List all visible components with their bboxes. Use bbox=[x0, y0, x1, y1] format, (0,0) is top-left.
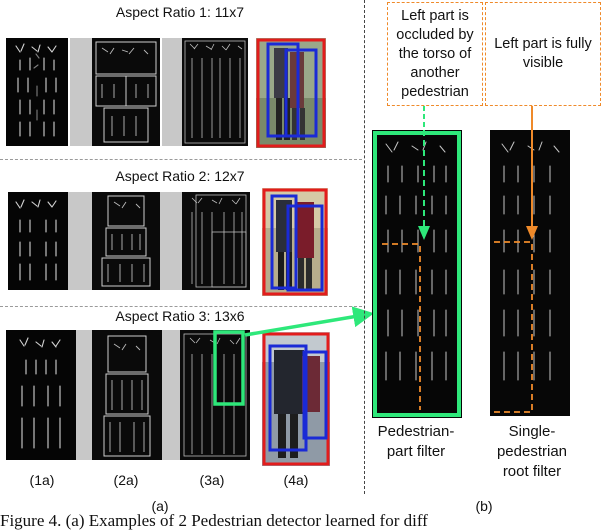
row3-gap-gray-a bbox=[76, 330, 92, 460]
panel-a-label: (a) bbox=[151, 498, 169, 514]
green-connector-arrow bbox=[244, 306, 375, 337]
note-right-connector bbox=[531, 106, 533, 226]
row3-hog-parts bbox=[92, 330, 162, 460]
single-pedestrian-root-filter bbox=[490, 130, 570, 416]
row2-hog-parts bbox=[92, 192, 160, 290]
row-divider-1 bbox=[0, 159, 362, 160]
row1-gap-gray-b bbox=[162, 38, 182, 146]
figure-caption: Figure 4. (a) Examples of 2 Pedestrian d… bbox=[0, 511, 428, 530]
row1-hog-root bbox=[6, 38, 68, 146]
row2-title: Aspect Ratio 2: 12x7 bbox=[115, 168, 245, 184]
row3-highlight-box bbox=[213, 330, 245, 406]
column-label-2a: (2a) bbox=[113, 472, 139, 488]
panel-b-label: (b) bbox=[475, 498, 493, 514]
row2-gap-gray-b bbox=[160, 192, 182, 290]
row1-hog-parts bbox=[92, 38, 160, 146]
row2-gap-gray-a bbox=[68, 192, 92, 290]
column-label-3a: (3a) bbox=[199, 472, 225, 488]
row3-gap-gray-b bbox=[162, 330, 180, 460]
row3-photo bbox=[262, 332, 330, 466]
note-left-occluded: Left part is occluded by the torso of an… bbox=[387, 2, 483, 106]
note-right-visible: Left part is fully visible bbox=[485, 2, 601, 106]
single-pedestrian-root-filter-caption: Single-pedestrian root filter bbox=[496, 423, 568, 480]
pedestrian-part-filter bbox=[372, 130, 462, 418]
row1-hog-fine bbox=[182, 38, 248, 146]
row3-title: Aspect Ratio 3: 13x6 bbox=[115, 308, 245, 324]
row2-hog-fine bbox=[182, 192, 250, 290]
row2-photo bbox=[262, 188, 328, 296]
row-divider-2 bbox=[0, 306, 362, 307]
row3-hog-root bbox=[6, 330, 76, 460]
row1-photo bbox=[256, 38, 326, 148]
row1-title: Aspect Ratio 1: 11x7 bbox=[115, 4, 245, 20]
row2-hog-root bbox=[8, 192, 68, 290]
column-label-4a: (4a) bbox=[283, 472, 309, 488]
pedestrian-part-filter-caption: Pedestrian-part filter bbox=[377, 423, 455, 460]
panel-divider bbox=[364, 0, 365, 494]
note-left-connector bbox=[423, 106, 425, 132]
row1-gap-gray-a bbox=[70, 38, 92, 146]
column-label-1a: (1a) bbox=[29, 472, 55, 488]
